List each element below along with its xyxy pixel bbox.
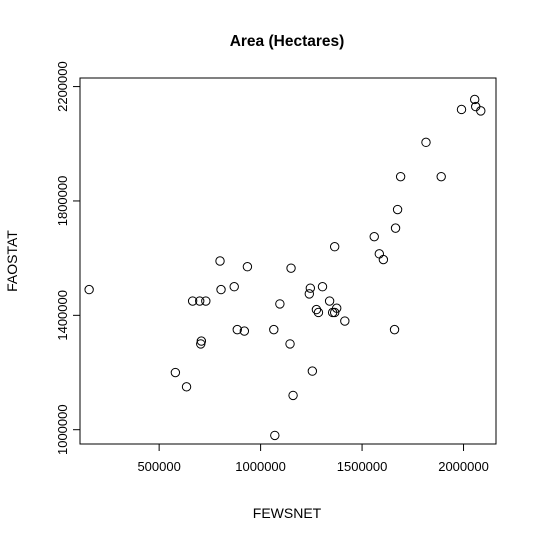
- y-tick-label: 1000000: [55, 404, 70, 455]
- y-tick-label: 1400000: [55, 290, 70, 341]
- data-point: [389, 324, 400, 335]
- data-point: [242, 262, 253, 272]
- data-point: [340, 316, 350, 326]
- x-axis: 500000 1000000 1500000 2000000: [137, 444, 489, 474]
- data-point: [329, 242, 340, 252]
- y-tick-label: 1800000: [55, 176, 70, 227]
- data-point: [304, 289, 315, 299]
- data-point: [469, 94, 480, 105]
- chart-title: Area (Hectares): [230, 33, 345, 50]
- data-point: [436, 171, 446, 182]
- data-point: [239, 326, 250, 336]
- data-point: [201, 296, 211, 306]
- data-point: [196, 336, 207, 346]
- data-point: [84, 284, 94, 295]
- data-point: [269, 324, 279, 335]
- y-tick-label: 2200000: [55, 61, 70, 112]
- data-point: [392, 204, 403, 215]
- data-point: [378, 254, 389, 265]
- y-axis-label: FAOSTAT: [4, 230, 20, 292]
- data-point: [369, 231, 379, 242]
- x-tick-label: 1000000: [235, 459, 286, 474]
- data-point: [317, 282, 328, 292]
- data-point: [305, 283, 316, 293]
- data-point: [275, 299, 285, 309]
- data-point: [332, 303, 342, 313]
- data-point: [390, 223, 401, 233]
- data-point: [170, 367, 181, 378]
- data-point: [329, 307, 340, 318]
- data-point: [187, 296, 198, 306]
- data-point: [476, 106, 486, 116]
- data-point: [288, 390, 298, 401]
- data-point: [374, 249, 385, 259]
- data-point: [421, 137, 431, 148]
- y-axis: 1000000 1400000 1800000 2200000: [55, 61, 80, 455]
- data-point: [324, 296, 335, 306]
- data-point: [195, 296, 205, 306]
- data-point: [229, 282, 239, 292]
- data-point: [456, 104, 467, 115]
- data-point: [395, 171, 406, 182]
- data-point: [270, 430, 280, 441]
- data-point: [286, 263, 296, 273]
- data-point: [307, 366, 318, 376]
- x-tick-label: 500000: [137, 459, 180, 474]
- x-tick-label: 1500000: [337, 459, 388, 474]
- data-point: [215, 256, 225, 266]
- data-point: [285, 339, 295, 349]
- data-points: [84, 94, 486, 441]
- data-point: [311, 304, 322, 315]
- data-point: [313, 307, 324, 318]
- data-point: [232, 324, 242, 335]
- x-tick-label: 2000000: [438, 459, 489, 474]
- plot-frame: [79, 77, 497, 445]
- x-axis-label: FEWSNET: [253, 505, 322, 521]
- data-point: [216, 284, 226, 295]
- data-point: [181, 382, 192, 392]
